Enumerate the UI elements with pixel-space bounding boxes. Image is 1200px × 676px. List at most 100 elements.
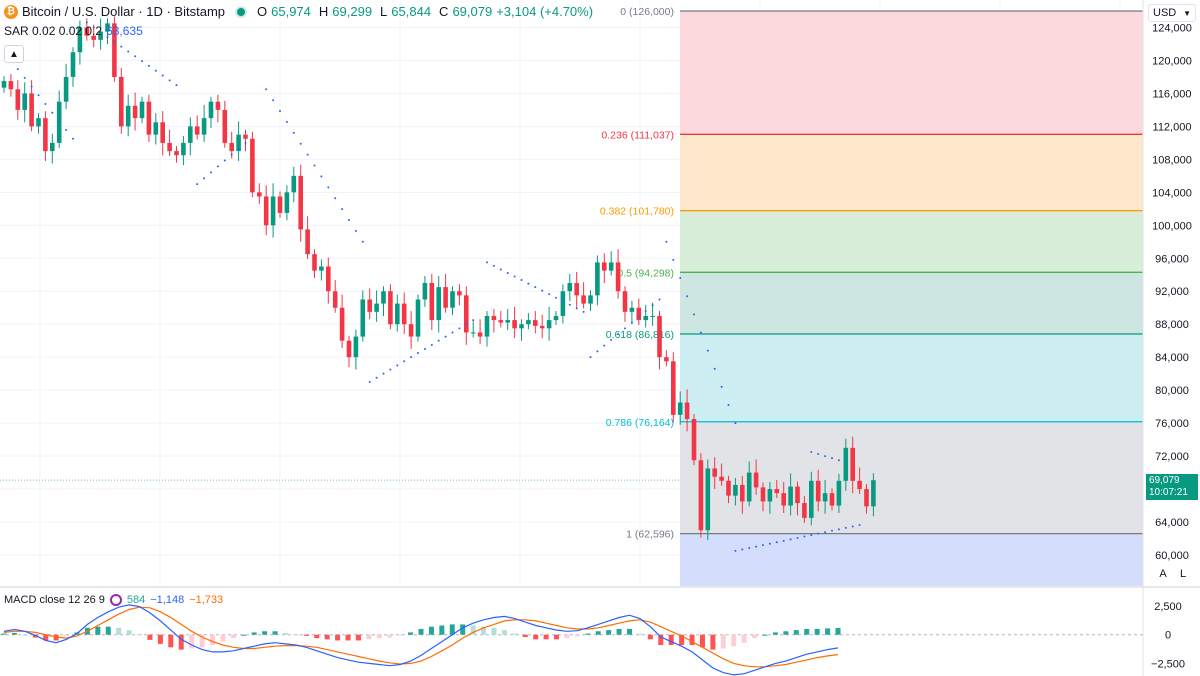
sar-dot: [630, 321, 633, 324]
candle-body: [512, 320, 517, 329]
sar-dot: [382, 372, 385, 375]
sar-dot: [486, 261, 488, 264]
macd-hist-bar: [366, 634, 372, 640]
macd-hist-bar: [804, 628, 810, 635]
candle-body: [519, 324, 524, 329]
sar-dot: [403, 360, 406, 363]
macd-settings-icon[interactable]: [109, 594, 122, 606]
macd-hist-bar: [418, 628, 424, 635]
candle-body: [263, 196, 269, 226]
sar-dot: [223, 159, 226, 162]
close-value: 69,079: [452, 4, 493, 19]
price-axis-bg: [1143, 0, 1200, 676]
macd-label: MACD close 12 26 9: [4, 594, 105, 606]
macd-line-value: −1,148: [150, 594, 185, 606]
candle-body: [312, 254, 317, 271]
sar-dot: [23, 76, 26, 79]
sar-dot: [513, 275, 516, 278]
macd-hist-bar: [95, 626, 101, 635]
fib-label-1: 1 (62,596): [626, 529, 674, 541]
sar-dot: [817, 453, 820, 456]
candle-body: [70, 52, 76, 77]
sar-dot: [16, 68, 19, 71]
macd-hist-bar: [772, 632, 778, 635]
macd-hist-bar: [397, 634, 403, 636]
candle-body: [63, 76, 69, 102]
candle-body: [146, 101, 152, 135]
sar-dot: [617, 333, 620, 336]
fibonacci-retracement[interactable]: 0 (126,000) 0.236 (111,037) 0.382 (101,780…: [600, 6, 1143, 586]
macd-hist-bar: [835, 628, 841, 635]
candle-body: [560, 291, 566, 316]
collapse-legend-button[interactable]: ▲: [4, 45, 24, 63]
price-tick-label: 96,000: [1155, 253, 1189, 265]
macd-legend[interactable]: MACD close 12 26 9 584 −1,148 −1,733: [4, 594, 223, 606]
candle-body: [746, 472, 752, 502]
macd-tick-label: −2,500: [1151, 658, 1185, 670]
candle-body: [526, 320, 531, 325]
sar-dot: [603, 344, 606, 347]
currency-button[interactable]: USD ▼: [1148, 4, 1196, 22]
macd-hist-bar: [470, 625, 476, 635]
macd-hist-bar: [574, 634, 580, 637]
candle-body: [381, 291, 386, 304]
macd-hist-bar: [64, 634, 70, 636]
macd-hist-bar: [543, 634, 549, 640]
sar-legend[interactable]: SAR 0.02 0.02 0.2 63,635: [4, 24, 143, 38]
sar-dot: [203, 177, 206, 180]
candle-body: [698, 460, 704, 531]
macd-hist-bar: [345, 634, 351, 641]
candle-body: [664, 357, 669, 362]
sar-dot: [810, 534, 813, 537]
sar-dot: [341, 208, 344, 211]
sar-dot: [396, 364, 399, 367]
candle-body: [139, 101, 145, 119]
sar-dot: [831, 529, 833, 532]
candle-body: [850, 447, 855, 481]
fib-label-0.236: 0.236 (111,037): [601, 129, 674, 141]
candle-body: [643, 315, 648, 321]
sar-dot: [30, 85, 33, 88]
macd-hist-bar: [439, 625, 445, 635]
price-tick-label: 124,000: [1152, 22, 1192, 34]
price-axis[interactable]: 124,000 120,000 116,000 112,000 108,000 104,0…: [1142, 0, 1200, 676]
sar-dot: [161, 74, 164, 77]
fib-label-0: 0 (126,000): [620, 6, 674, 18]
candle-body: [864, 489, 869, 507]
sar-dot: [499, 268, 502, 271]
sar-dot: [561, 300, 564, 303]
symbol-title[interactable]: Bitcoin / U.S. Dollar · 1D · Bitstamp: [22, 4, 225, 19]
macd-hist-bar: [752, 634, 758, 639]
low-value: 65,844: [391, 4, 432, 19]
price-tick-label: 84,000: [1155, 352, 1189, 364]
sar-dot: [58, 120, 61, 123]
macd-hist-bar: [324, 634, 330, 640]
candle-body: [809, 480, 814, 518]
sar-dot: [265, 88, 268, 91]
log-scale-button[interactable]: L: [1179, 568, 1187, 580]
candle-body: [353, 336, 359, 358]
sar-dot: [534, 286, 537, 289]
candle-body: [857, 480, 862, 490]
candle-body: [236, 134, 241, 152]
macd-hist-bar: [564, 634, 570, 639]
candle-body: [401, 303, 407, 325]
sar-dot: [51, 111, 54, 114]
sar-dot: [803, 535, 806, 538]
low-label: L: [380, 4, 388, 19]
sar-dot: [679, 277, 682, 280]
macd-line: [3, 604, 839, 676]
macd-hist-bar: [501, 630, 507, 635]
candle-body: [636, 307, 642, 321]
candle-body: [201, 118, 207, 135]
sar-dot: [741, 548, 744, 551]
candle-body: [733, 484, 738, 496]
candle-body: [822, 493, 828, 502]
auto-scale-button[interactable]: A: [1159, 568, 1167, 580]
price-tick-label: 116,000: [1153, 88, 1192, 100]
macd-hist-bar: [481, 626, 487, 635]
candlesticks: [1, 16, 876, 541]
candle-body: [567, 283, 573, 292]
sar-dot: [292, 131, 295, 134]
